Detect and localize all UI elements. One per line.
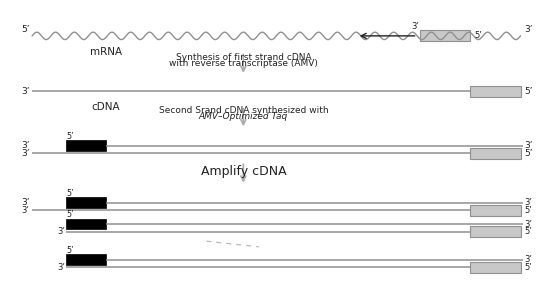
Bar [420,31,470,41]
Bar [470,86,520,97]
Text: 3’: 3’ [524,26,533,34]
Text: 5’: 5’ [524,227,532,236]
Text: 3’: 3’ [58,227,65,236]
Text: Second Srand cDNA synthesized with: Second Srand cDNA synthesized with [158,105,328,115]
Text: 3’: 3’ [524,255,532,264]
Text: 5’: 5’ [21,26,30,34]
Text: Amplify cDNA: Amplify cDNA [201,165,286,178]
Text: 3’: 3’ [21,198,30,207]
Text: 5’: 5’ [67,132,74,141]
Bar [470,205,520,216]
Text: with reverse transcriptase (AMV): with reverse transcriptase (AMV) [169,59,318,68]
Bar [67,254,106,265]
Text: AMV–Optimized Taq: AMV–Optimized Taq [199,112,288,121]
Text: Synthesis of first strand cDNA: Synthesis of first strand cDNA [175,53,311,62]
Text: 3’: 3’ [411,22,419,31]
Text: 3’: 3’ [21,141,30,150]
Bar [67,140,106,151]
Text: 3’: 3’ [21,206,30,215]
Bar [67,197,106,208]
Text: 5’: 5’ [524,263,532,272]
Bar [67,219,106,230]
Bar [470,148,520,159]
Text: mRNA: mRNA [90,47,122,56]
Text: 3’: 3’ [21,87,30,96]
Text: 5’: 5’ [67,246,74,255]
Text: 3’: 3’ [524,219,532,229]
Text: 3’: 3’ [524,198,532,207]
Text: 3’: 3’ [58,263,65,272]
Text: 3’: 3’ [21,149,30,158]
Text: 5’: 5’ [67,189,74,198]
Text: 5’: 5’ [524,87,533,96]
Text: 5’: 5’ [524,206,532,215]
Text: 3’: 3’ [524,141,533,150]
Text: 5’: 5’ [475,31,482,40]
Text: cDNA: cDNA [92,102,120,112]
Text: 5’: 5’ [67,210,74,219]
Text: 5’: 5’ [524,149,533,158]
Bar [470,262,520,273]
Bar [470,226,520,237]
